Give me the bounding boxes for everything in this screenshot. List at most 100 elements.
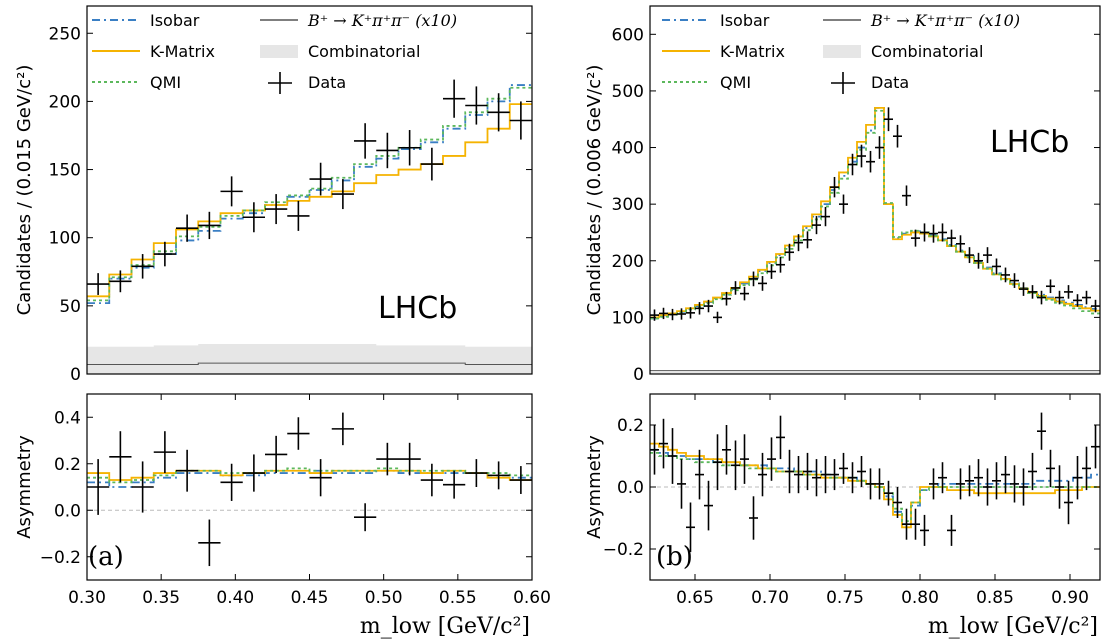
x-axis-label: m_low [GeV/c²]	[360, 614, 530, 639]
y-tick-label: 400	[612, 139, 644, 159]
x-tick-label: 0.50	[365, 588, 403, 608]
data-point	[398, 130, 421, 166]
data-point	[857, 144, 866, 168]
data-point	[354, 503, 377, 532]
data-point	[965, 247, 974, 264]
data-point	[1028, 285, 1037, 299]
data-point	[1073, 294, 1082, 307]
y-tick-label: 0	[633, 365, 644, 385]
data-point	[420, 463, 443, 497]
data-point	[794, 234, 803, 252]
data-point	[242, 202, 265, 233]
data-point	[650, 425, 659, 475]
x-tick-label: 0.75	[826, 588, 864, 608]
legend-b-peaking-label: B⁺ → K⁺π⁺π⁻ (x10)	[870, 11, 1020, 30]
y-tick-label: 0.0	[617, 478, 644, 498]
y-tick-label: 500	[612, 82, 644, 102]
data-point	[659, 307, 668, 320]
data-point	[509, 101, 532, 140]
data-point	[848, 153, 857, 176]
data-point	[1037, 412, 1046, 450]
data-point	[1019, 282, 1028, 296]
data-point	[812, 459, 821, 497]
x-tick-label: 0.80	[901, 588, 939, 608]
data-point	[109, 431, 132, 483]
data-point	[812, 216, 821, 235]
data-point	[749, 271, 758, 287]
data-point	[866, 150, 875, 173]
data-point	[87, 273, 110, 295]
data-point	[331, 179, 354, 210]
data-point	[740, 286, 749, 301]
data-point	[839, 194, 848, 214]
y-tick-label: −0.2	[40, 548, 81, 568]
data-point	[1028, 452, 1037, 491]
data-point	[722, 291, 731, 306]
x-tick-label: 0.85	[976, 588, 1014, 608]
data-point	[704, 299, 713, 313]
lhcb-label-a: LHCb	[378, 291, 457, 326]
data-point	[713, 311, 722, 324]
panel-a-bottom: −0.2 0.0 0.2 0.4 0.30 0.35 0.40 0.45 0.50 0.55 0.6…	[14, 393, 551, 639]
data-point	[686, 307, 695, 319]
data-point	[983, 468, 992, 506]
y-tick-label: 200	[612, 252, 644, 272]
data-point	[176, 214, 199, 242]
data-point	[785, 243, 794, 261]
data-point	[287, 417, 310, 450]
data-point	[1001, 267, 1010, 283]
y-axis-label: Candidates / (0.006 GeV/c²)	[584, 65, 605, 316]
data-point	[947, 514, 956, 546]
data-point	[198, 519, 221, 567]
y-tick-label: 200	[49, 92, 81, 112]
legend-isobar-label: Isobar	[150, 11, 200, 30]
legend-b-kmatrix-label: K-Matrix	[720, 42, 785, 61]
legend-b-data-label: Data	[871, 73, 909, 92]
data-point	[1073, 456, 1082, 500]
data-point	[857, 456, 866, 487]
data-point	[695, 449, 704, 500]
data-point	[884, 480, 893, 506]
legend-combinatorial-swatch	[260, 45, 298, 58]
data-point	[287, 200, 310, 231]
data-point	[767, 264, 776, 279]
y-tick-label: 150	[49, 161, 81, 181]
data-point	[242, 454, 265, 492]
data-point	[1046, 449, 1055, 487]
x-tick-label: 0.35	[142, 588, 180, 608]
data-point	[668, 308, 677, 321]
y-tick-label: 0	[70, 365, 81, 385]
series-qmi-line	[87, 467, 532, 484]
data-point	[893, 487, 902, 518]
data-point	[821, 206, 830, 227]
data-point	[265, 435, 288, 474]
data-point	[1091, 299, 1100, 313]
data-point	[965, 465, 974, 497]
y-tick-label: 100	[612, 308, 644, 328]
x-tick-label: 0.30	[68, 588, 106, 608]
data-point	[443, 470, 466, 499]
y-tick-label: 300	[612, 195, 644, 215]
data-point	[509, 466, 532, 494]
data-point	[668, 428, 677, 484]
data-point	[956, 235, 965, 253]
legend-kmatrix-label: K-Matrix	[150, 42, 215, 61]
x-tick-label: 0.40	[216, 588, 254, 608]
legend-b-combinatorial-swatch	[823, 45, 861, 58]
data-point	[1064, 480, 1073, 525]
legend-data-label: Data	[308, 73, 346, 92]
x-tick-label: 0.90	[1051, 588, 1089, 608]
data-point	[220, 463, 243, 501]
y-tick-label: 50	[59, 297, 81, 317]
data-point	[686, 502, 695, 553]
data-point	[309, 459, 332, 497]
data-point	[1091, 425, 1100, 469]
data-point	[465, 459, 488, 487]
data-point	[776, 415, 785, 460]
data-point	[740, 434, 749, 484]
data-point	[650, 309, 659, 321]
data-point	[992, 258, 1001, 275]
series-qmi-line	[650, 452, 1100, 522]
data-point	[911, 508, 920, 540]
plot-frame	[86, 5, 533, 375]
